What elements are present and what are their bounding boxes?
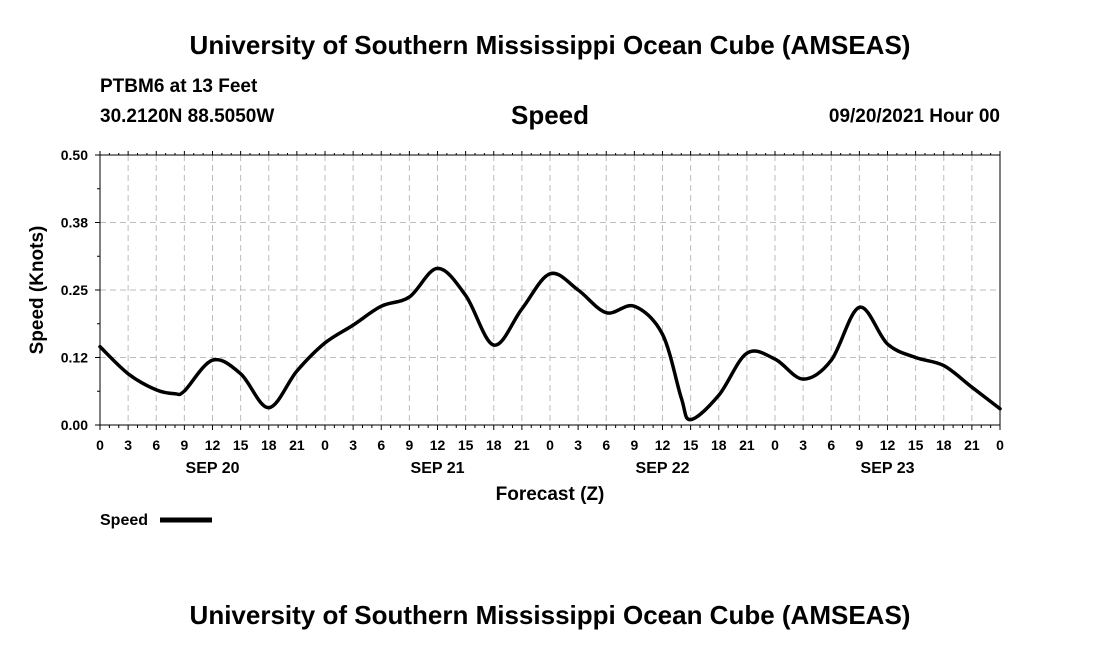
x-tick-label: 12	[205, 437, 221, 453]
x-tick-label: 6	[377, 437, 385, 453]
day-labels: SEP 20 SEP 21 SEP 22 SEP 23	[186, 460, 915, 477]
day-label: SEP 21	[411, 460, 465, 477]
x-tick-labels: 0 3 6 9 12 15 18 21 0 3 6 9 12 15 18 21 0 3 6 9 12 15 18 21 0 3 6 9…	[96, 437, 1004, 453]
x-tick-label: 15	[908, 437, 924, 453]
x-axis-label: Forecast (Z)	[496, 484, 605, 505]
x-tick-label: 9	[855, 437, 863, 453]
x-tick-label: 0	[321, 437, 329, 453]
x-tick-label: 0	[996, 437, 1004, 453]
legend-label-speed: Speed	[100, 512, 148, 529]
y-tick-labels: 0.00 0.12 0.25 0.38 0.50	[61, 147, 88, 433]
x-tick-label: 18	[936, 437, 952, 453]
x-tick-label: 0	[771, 437, 779, 453]
x-tick-label: 3	[799, 437, 807, 453]
y-tick-label: 0.50	[61, 147, 88, 163]
x-tick-label: 21	[964, 437, 980, 453]
day-label: SEP 20	[186, 460, 240, 477]
y-tick-label: 0.25	[61, 282, 88, 298]
x-tick-label: 21	[739, 437, 755, 453]
day-label: SEP 23	[861, 460, 915, 477]
y-tick-label: 0.12	[61, 350, 88, 366]
footer-title: University of Southern Mississippi Ocean…	[189, 600, 911, 630]
x-tick-label: 9	[630, 437, 638, 453]
page-title: University of Southern Mississippi Ocean…	[189, 30, 911, 60]
day-label: SEP 22	[636, 460, 690, 477]
grid-lines	[100, 155, 1000, 425]
series-line-speed	[98, 266, 1002, 422]
plot-frame	[99, 154, 1001, 426]
x-tick-label: 12	[430, 437, 446, 453]
legend: Speed	[100, 512, 212, 529]
x-tick-label: 6	[827, 437, 835, 453]
x-tick-label: 0	[96, 437, 104, 453]
x-tick-label: 0	[546, 437, 554, 453]
forecast-datetime: 09/20/2021 Hour 00	[828, 106, 1000, 127]
x-tick-label: 18	[711, 437, 727, 453]
y-tick-label: 0.00	[61, 417, 88, 433]
x-tick-label: 6	[152, 437, 160, 453]
x-tick-label: 12	[655, 437, 671, 453]
x-tick-label: 15	[458, 437, 474, 453]
x-tick-label: 21	[289, 437, 305, 453]
coordinates-label: 30.2120N 88.5050W	[100, 106, 275, 127]
x-tick-label: 3	[349, 437, 357, 453]
x-tick-label: 18	[486, 437, 502, 453]
x-tick-label: 9	[180, 437, 188, 453]
x-tick-label: 15	[233, 437, 249, 453]
station-label: PTBM6 at 13 Feet	[100, 76, 258, 97]
x-tick-label: 3	[124, 437, 132, 453]
x-tick-label: 9	[405, 437, 413, 453]
x-tick-label: 15	[683, 437, 699, 453]
x-tick-label: 18	[261, 437, 277, 453]
chart-title: Speed	[510, 100, 590, 130]
x-tick-label: 3	[574, 437, 582, 453]
y-tick-label: 0.38	[61, 215, 88, 231]
y-axis-label: Speed (Knots)	[27, 226, 48, 355]
x-tick-label: 21	[514, 437, 530, 453]
x-tick-label: 12	[880, 437, 896, 453]
x-tick-label: 6	[602, 437, 610, 453]
